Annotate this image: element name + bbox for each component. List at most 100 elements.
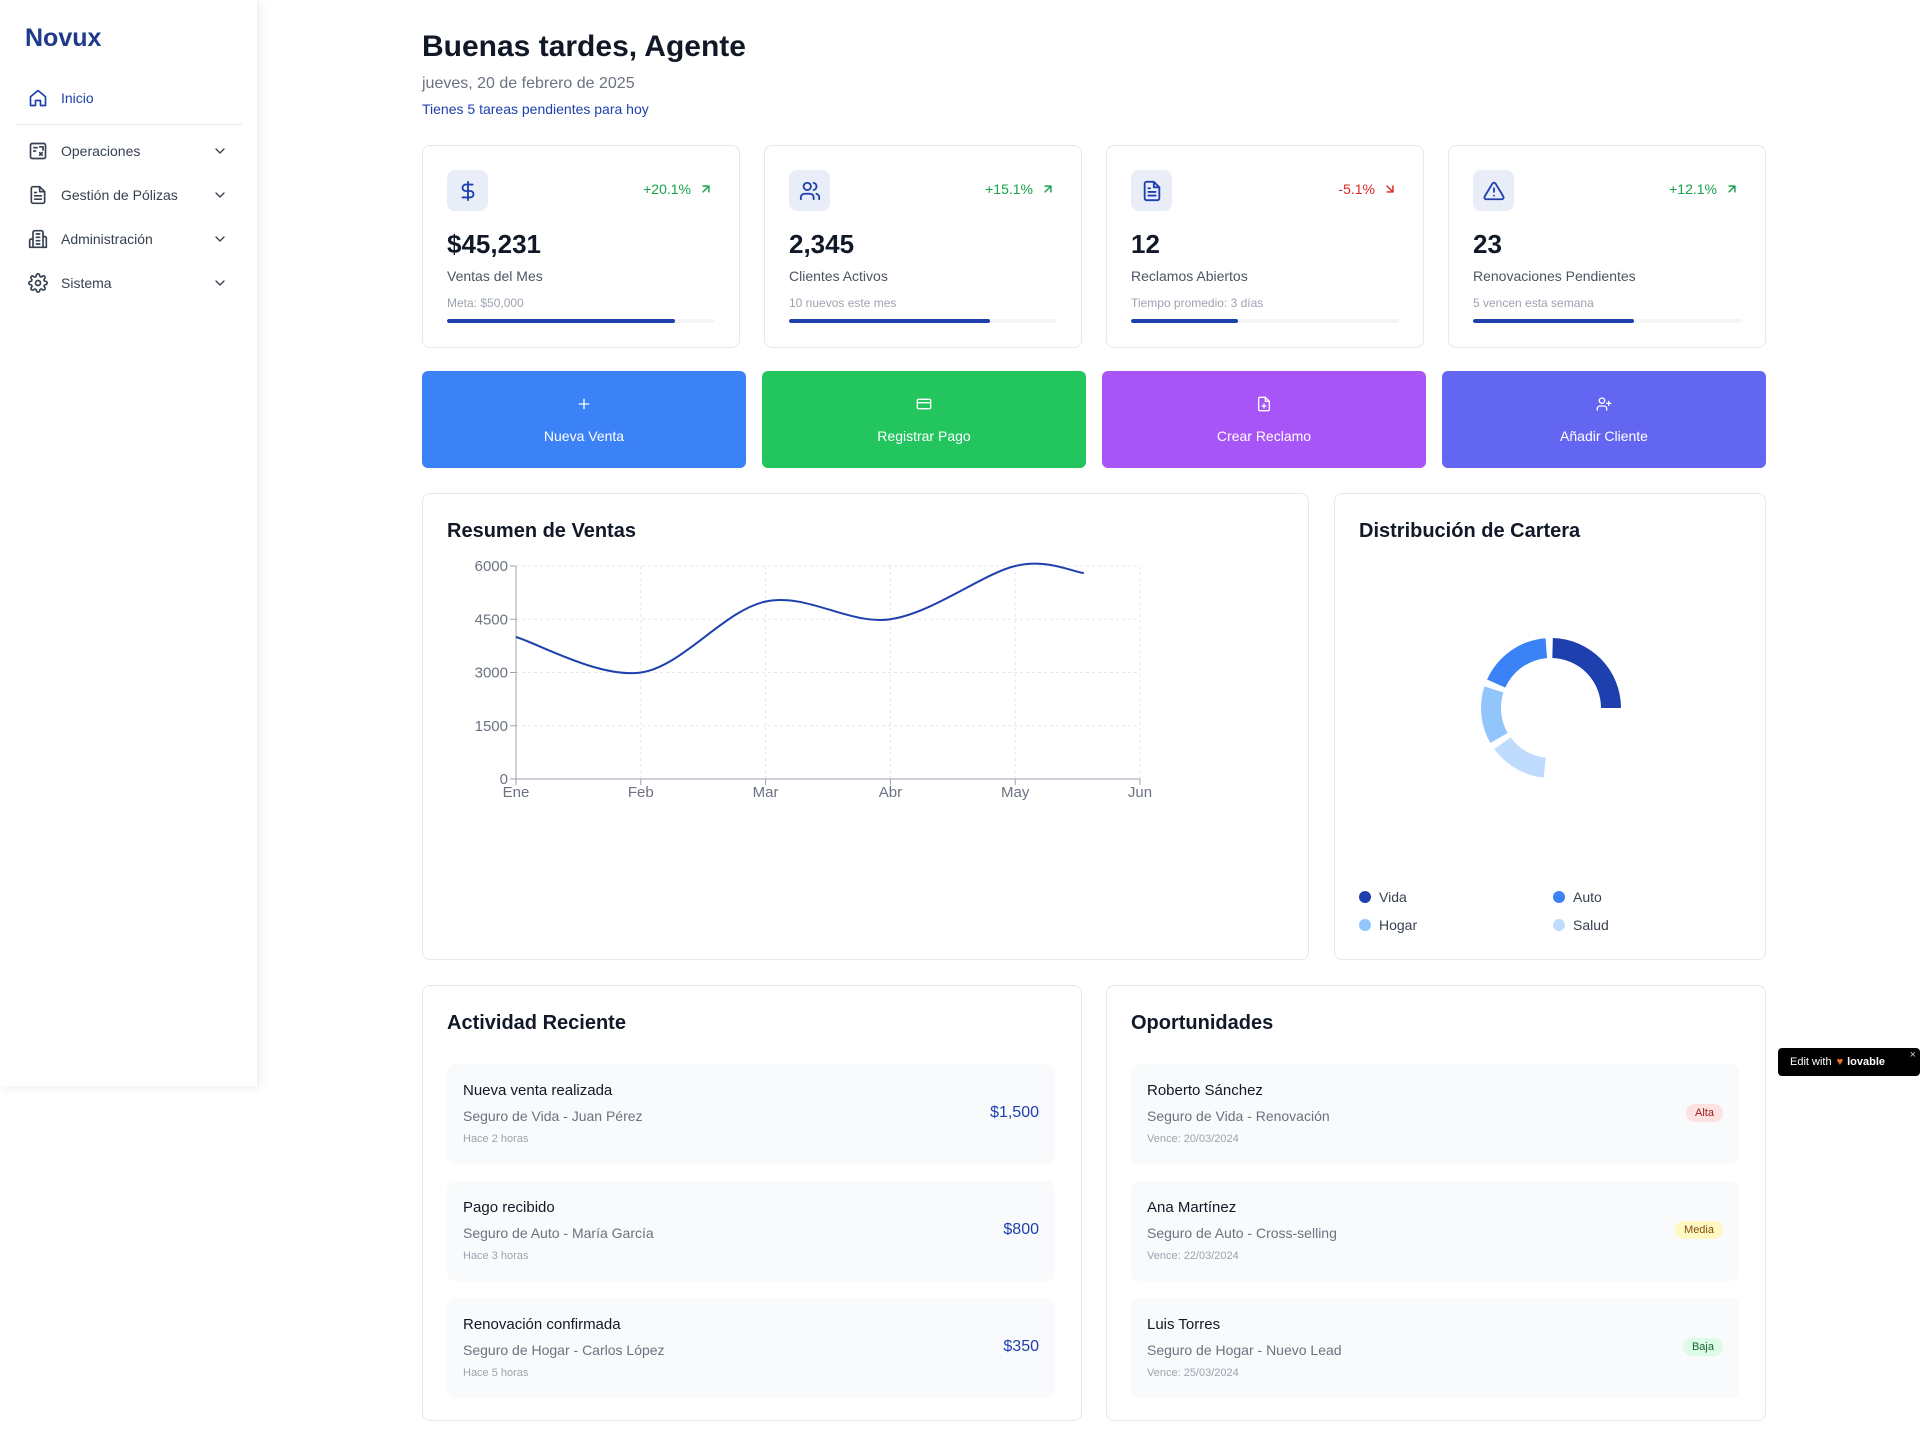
gear-icon: [28, 273, 48, 293]
opportunity-item[interactable]: Luis Torres Seguro de Hogar - Nuevo Lead…: [1131, 1298, 1739, 1398]
current-date: jueves, 20 de febrero de 2025: [422, 75, 635, 92]
close-icon[interactable]: ×: [1909, 1049, 1916, 1061]
stat-progress-fill: [447, 319, 675, 323]
stat-subtext: 5 vencen esta semana: [1473, 296, 1594, 310]
sidebar-item-inicio[interactable]: Inicio: [28, 80, 228, 116]
y-tick-label: 1500: [475, 718, 508, 735]
stat-trend: +12.1%: [1669, 181, 1739, 197]
stat-label: Clientes Activos: [789, 268, 888, 284]
arrow-up-right-icon: [1728, 185, 1736, 193]
stat-card-ventas: +20.1% $45,231 Ventas del Mes Meta: $50,…: [422, 145, 740, 348]
stat-subtext: Meta: $50,000: [447, 296, 524, 310]
x-tick-label: Jun: [1128, 784, 1152, 801]
crear-reclamo-button[interactable]: Crear Reclamo: [1102, 371, 1426, 468]
panel-title: Oportunidades: [1131, 1012, 1274, 1034]
donut-slice-vida[interactable]: [1552, 638, 1621, 708]
activity-item[interactable]: Nueva venta realizada Seguro de Vida - J…: [447, 1064, 1055, 1164]
sidebar-item-administracion[interactable]: Administración: [28, 221, 228, 257]
activity-title: Nueva venta realizada: [463, 1082, 613, 1099]
activity-item[interactable]: Renovación confirmada Seguro de Hogar - …: [447, 1298, 1055, 1398]
sidebar-item-label: Inicio: [61, 90, 94, 106]
stat-trend-value: -5.1%: [1338, 181, 1375, 197]
stat-label: Ventas del Mes: [447, 268, 543, 284]
action-label: Añadir Cliente: [1560, 427, 1648, 444]
chevron-down-icon[interactable]: [212, 275, 228, 291]
sidebar: Novux Inicio Operaciones Gestión de Póli…: [0, 0, 258, 1086]
legend-label: Auto: [1573, 889, 1602, 905]
opportunity-item[interactable]: Roberto Sánchez Seguro de Vida - Renovac…: [1131, 1064, 1739, 1164]
page-title: Buenas tardes, Agente: [422, 30, 746, 63]
activity-time: Hace 2 horas: [463, 1133, 529, 1145]
sidebar-item-sistema[interactable]: Sistema: [28, 265, 228, 301]
stat-progress-bar: [1131, 319, 1399, 323]
chevron-down-icon[interactable]: [212, 143, 228, 159]
donut-slice-auto[interactable]: [1487, 638, 1548, 688]
badge-brand: lovable: [1847, 1056, 1886, 1068]
stat-icon-wrapper: [1131, 170, 1172, 211]
arrow-down-right-icon: [1386, 185, 1394, 193]
file-plus-icon: [1258, 396, 1270, 411]
legend-dot: [1553, 919, 1565, 931]
stat-card-renovaciones: +12.1% 23 Renovaciones Pendientes 5 venc…: [1448, 145, 1766, 348]
anadir-cliente-button[interactable]: Añadir Cliente: [1442, 371, 1766, 468]
legend-label: Hogar: [1379, 917, 1418, 933]
opportunity-title: Ana Martínez: [1147, 1199, 1237, 1216]
document-icon: [30, 185, 46, 205]
sales-summary-panel: Resumen de Ventas 0 1500 3000 4500 6000 Ene Fe…: [422, 493, 1309, 960]
stat-value: 12: [1131, 229, 1160, 259]
panel-title: Actividad Reciente: [447, 1012, 626, 1034]
stat-progress-fill: [1131, 319, 1239, 323]
edit-with-lovable-badge[interactable]: Edit with ♥ lovable ×: [1778, 1048, 1920, 1076]
legend-label: Salud: [1573, 917, 1609, 933]
stat-subtext: Tiempo promedio: 3 días: [1131, 296, 1264, 310]
activity-title: Pago recibido: [463, 1199, 555, 1216]
legend-dot: [1553, 891, 1565, 903]
stat-progress-bar: [1473, 319, 1741, 323]
brand-logo[interactable]: Novux: [25, 24, 102, 52]
stat-trend-value: +15.1%: [985, 181, 1033, 197]
sales-series-line: [515, 562, 1084, 675]
donut-slice-salud[interactable]: [1494, 737, 1546, 778]
operations-icon: [29, 142, 47, 160]
pending-tasks-link[interactable]: Tienes 5 tareas pendientes para hoy: [422, 101, 649, 117]
sidebar-item-label: Administración: [61, 231, 153, 247]
arrow-up-right-icon: [702, 185, 710, 193]
registrar-pago-button[interactable]: Registrar Pago: [762, 371, 1086, 468]
stat-icon-wrapper: [789, 170, 830, 211]
credit-card-icon: [916, 398, 932, 409]
donut-slice-hogar[interactable]: [1481, 686, 1508, 743]
activity-subtitle: Seguro de Auto - María García: [463, 1225, 654, 1241]
sidebar-item-operaciones[interactable]: Operaciones: [28, 133, 228, 169]
legend-label: Vida: [1379, 889, 1407, 905]
nueva-venta-button[interactable]: Nueva Venta: [422, 371, 746, 468]
activity-time: Hace 3 horas: [463, 1250, 529, 1262]
chevron-down-icon[interactable]: [212, 187, 228, 203]
stat-card-reclamos: -5.1% 12 Reclamos Abiertos Tiempo promed…: [1106, 145, 1424, 348]
x-tick-label: May: [1001, 784, 1030, 801]
stat-value: 2,345: [789, 229, 855, 259]
chevron-down-icon[interactable]: [212, 231, 228, 247]
stat-progress-bar: [447, 319, 715, 323]
stat-trend: +15.1%: [985, 181, 1055, 197]
activity-item[interactable]: Pago recibido Seguro de Auto - María Gar…: [447, 1181, 1055, 1281]
dollar-icon: [461, 180, 474, 201]
opportunity-item[interactable]: Ana Martínez Seguro de Auto - Cross-sell…: [1131, 1181, 1739, 1281]
opportunity-due: Vence: 20/03/2024: [1147, 1133, 1239, 1145]
legend-dot: [1359, 891, 1371, 903]
activity-title: Renovación confirmada: [463, 1316, 621, 1333]
x-tick-label: Ene: [503, 784, 530, 801]
activity-amount: $1,500: [990, 1104, 1039, 1121]
heart-icon: ♥: [1836, 1056, 1844, 1068]
opportunity-title: Roberto Sánchez: [1147, 1082, 1263, 1099]
panel-title: Distribución de Cartera: [1359, 520, 1581, 542]
stat-progress-bar: [789, 319, 1057, 323]
sidebar-item-gestion-polizas[interactable]: Gestión de Pólizas: [28, 177, 228, 213]
legend-item-salud: Salud: [1553, 917, 1609, 933]
sales-line-chart: 0 1500 3000 4500 6000 Ene Feb Mar Abr May Jun: [475, 558, 1152, 801]
recent-activity-panel: Actividad Reciente Nueva venta realizada…: [422, 985, 1082, 1421]
arrow-up-right-icon: [1044, 185, 1052, 193]
opportunities-panel: Oportunidades Roberto Sánchez Seguro de …: [1106, 985, 1766, 1421]
activity-amount: $350: [1003, 1338, 1039, 1355]
opportunity-subtitle: Seguro de Vida - Renovación: [1147, 1108, 1330, 1124]
stat-subtext: 10 nuevos este mes: [789, 296, 897, 310]
